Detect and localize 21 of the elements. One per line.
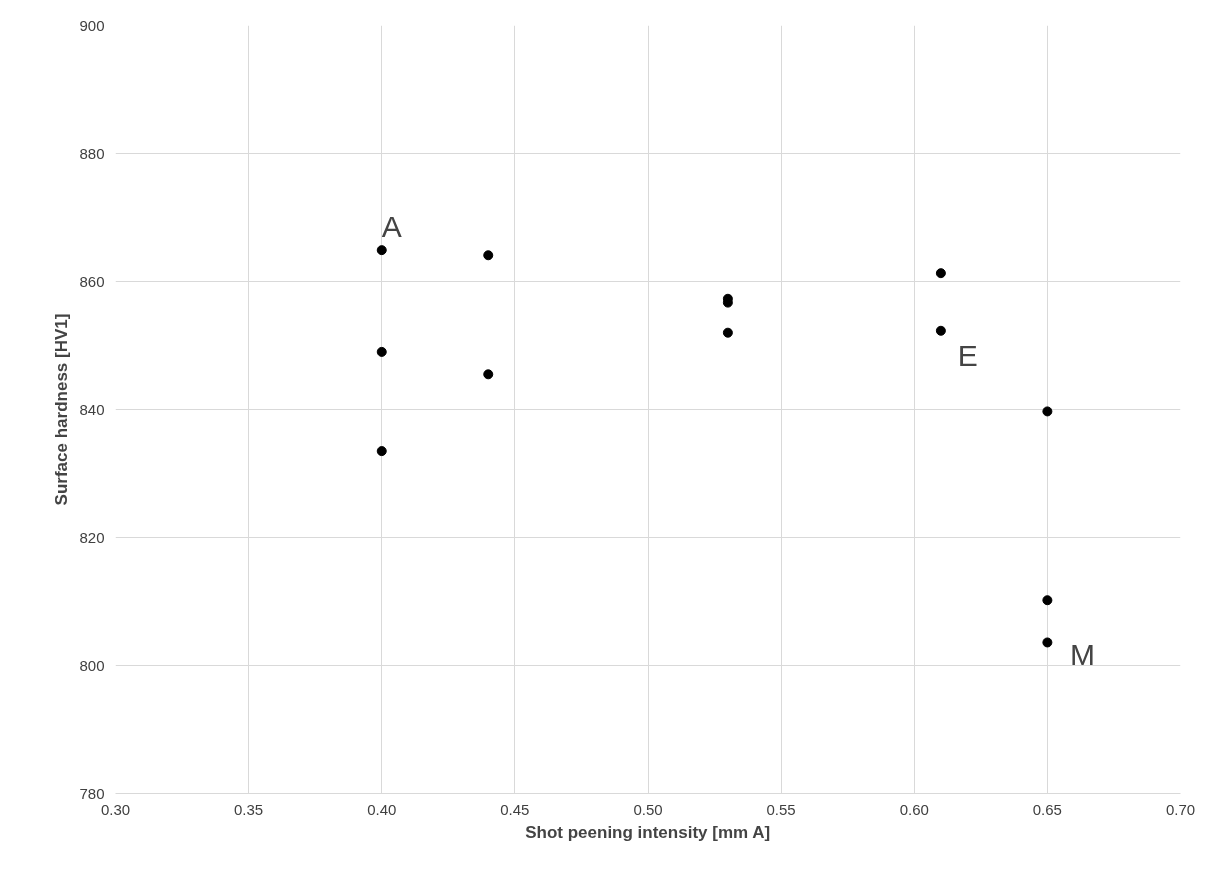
- annotation: A: [381, 209, 402, 243]
- y-tick-label: 800: [79, 656, 105, 674]
- y-tick-label: 860: [79, 272, 105, 290]
- y-axis-title: Surface hardness [HV1]: [52, 313, 72, 506]
- y-tick-label: 840: [79, 400, 105, 418]
- x-axis-title: Shot peening intensity [mm A]: [525, 822, 771, 842]
- x-tick-label: 0.55: [766, 800, 796, 818]
- x-tick-label: 0.65: [1032, 800, 1062, 818]
- annotation: M: [1069, 637, 1095, 671]
- x-tick-label: 0.30: [100, 800, 131, 818]
- x-tick-label: 0.70: [1165, 800, 1196, 818]
- y-tick-label: 780: [79, 784, 105, 802]
- x-tick-label: 0.40: [367, 800, 397, 818]
- x-tick-label: 0.60: [899, 800, 929, 818]
- x-tick-label: 0.45: [500, 800, 530, 818]
- y-tick-label: 900: [79, 16, 105, 34]
- y-tick-label: 820: [79, 528, 105, 546]
- y-tick-label: 880: [79, 144, 105, 162]
- x-tick-label: 0.35: [234, 800, 264, 818]
- annotation: E: [957, 339, 978, 373]
- x-tick-label: 0.50: [633, 800, 663, 818]
